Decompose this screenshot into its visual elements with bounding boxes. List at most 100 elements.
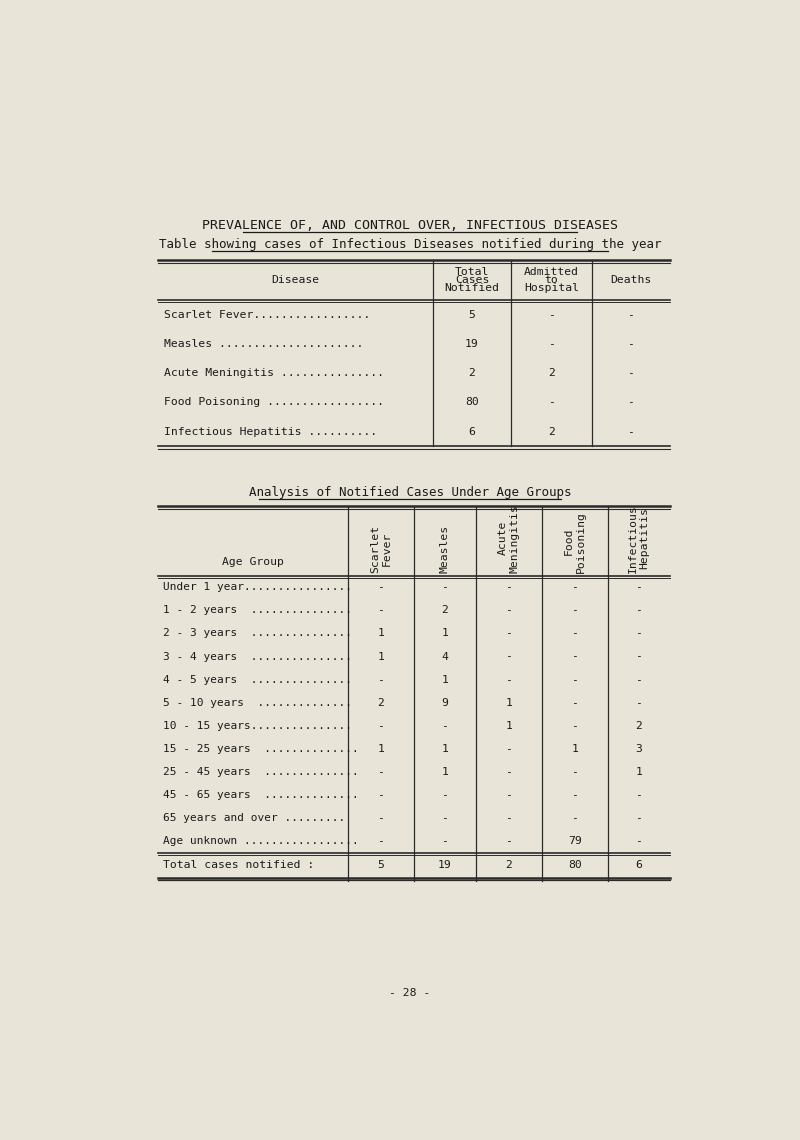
Text: -: - bbox=[635, 583, 642, 593]
Text: -: - bbox=[378, 720, 384, 731]
Text: 1: 1 bbox=[442, 744, 448, 754]
Text: Under 1 year................: Under 1 year................ bbox=[162, 583, 352, 593]
Text: Acute
Meningitis: Acute Meningitis bbox=[498, 504, 520, 572]
Text: -: - bbox=[506, 767, 512, 777]
Text: 2: 2 bbox=[378, 698, 384, 708]
Text: Table showing cases of Infectious Diseases notified during the year: Table showing cases of Infectious Diseas… bbox=[158, 238, 662, 251]
Text: -: - bbox=[378, 767, 384, 777]
Text: Analysis of Notified Cases Under Age Groups: Analysis of Notified Cases Under Age Gro… bbox=[249, 486, 571, 499]
Text: 9: 9 bbox=[442, 698, 448, 708]
Text: Age unknown .................: Age unknown ................. bbox=[162, 837, 358, 846]
Text: -: - bbox=[635, 837, 642, 846]
Text: 1: 1 bbox=[571, 744, 578, 754]
Text: -: - bbox=[378, 605, 384, 616]
Text: -: - bbox=[635, 790, 642, 800]
Text: -: - bbox=[378, 790, 384, 800]
Text: Disease: Disease bbox=[272, 275, 320, 285]
Text: 80: 80 bbox=[465, 398, 479, 407]
Text: -: - bbox=[635, 652, 642, 661]
Text: 25 - 45 years  ..............: 25 - 45 years .............. bbox=[162, 767, 358, 777]
Text: -: - bbox=[378, 675, 384, 685]
Text: 19: 19 bbox=[465, 339, 479, 349]
Text: -: - bbox=[506, 813, 512, 823]
Text: Scarlet Fever.................: Scarlet Fever................. bbox=[164, 310, 370, 319]
Text: -: - bbox=[571, 720, 578, 731]
Text: -: - bbox=[378, 583, 384, 593]
Text: 2: 2 bbox=[442, 605, 448, 616]
Text: PREVALENCE OF, AND CONTROL OVER, INFECTIOUS DISEASES: PREVALENCE OF, AND CONTROL OVER, INFECTI… bbox=[202, 219, 618, 231]
Text: 1 - 2 years  ...............: 1 - 2 years ............... bbox=[162, 605, 352, 616]
Text: 80: 80 bbox=[568, 861, 582, 870]
Text: 3 - 4 years  ...............: 3 - 4 years ............... bbox=[162, 652, 352, 661]
Text: 79: 79 bbox=[568, 837, 582, 846]
Text: 5: 5 bbox=[378, 861, 384, 870]
Text: 6: 6 bbox=[469, 426, 475, 437]
Text: 4: 4 bbox=[442, 652, 448, 661]
Text: -: - bbox=[548, 310, 555, 319]
Text: 1: 1 bbox=[378, 628, 384, 638]
Text: -: - bbox=[548, 398, 555, 407]
Text: -: - bbox=[571, 628, 578, 638]
Text: 2: 2 bbox=[548, 426, 555, 437]
Text: Total: Total bbox=[455, 267, 489, 277]
Text: 1: 1 bbox=[378, 744, 384, 754]
Text: -: - bbox=[442, 720, 448, 731]
Text: Deaths: Deaths bbox=[610, 275, 651, 285]
Text: -: - bbox=[627, 368, 634, 378]
Text: Hospital: Hospital bbox=[524, 284, 579, 293]
Text: -: - bbox=[627, 398, 634, 407]
Text: 5 - 10 years  ..............: 5 - 10 years .............. bbox=[162, 698, 352, 708]
Text: -: - bbox=[378, 837, 384, 846]
Text: 19: 19 bbox=[438, 861, 452, 870]
Text: -: - bbox=[442, 790, 448, 800]
Text: -: - bbox=[627, 310, 634, 319]
Text: -: - bbox=[571, 675, 578, 685]
Text: -: - bbox=[635, 813, 642, 823]
Text: 15 - 25 years  ..............: 15 - 25 years .............. bbox=[162, 744, 358, 754]
Text: 1: 1 bbox=[378, 652, 384, 661]
Text: Infectious
Hepatitis: Infectious Hepatitis bbox=[628, 504, 650, 572]
Text: 6: 6 bbox=[635, 861, 642, 870]
Text: -: - bbox=[506, 605, 512, 616]
Text: Measles .....................: Measles ..................... bbox=[164, 339, 364, 349]
Text: 65 years and over .........: 65 years and over ......... bbox=[162, 813, 345, 823]
Text: -: - bbox=[506, 583, 512, 593]
Text: -: - bbox=[506, 744, 512, 754]
Text: 3: 3 bbox=[635, 744, 642, 754]
Text: -: - bbox=[548, 339, 555, 349]
Text: Acute Meningitis ...............: Acute Meningitis ............... bbox=[164, 368, 384, 378]
Text: Notified: Notified bbox=[445, 284, 499, 293]
Text: -: - bbox=[506, 675, 512, 685]
Text: -: - bbox=[571, 698, 578, 708]
Text: -: - bbox=[627, 339, 634, 349]
Text: -: - bbox=[571, 767, 578, 777]
Text: Food
Poisoning: Food Poisoning bbox=[564, 511, 586, 572]
Text: 2: 2 bbox=[469, 368, 475, 378]
Text: 1: 1 bbox=[635, 767, 642, 777]
Text: -: - bbox=[635, 605, 642, 616]
Text: 1: 1 bbox=[442, 767, 448, 777]
Text: - 28 -: - 28 - bbox=[390, 988, 430, 998]
Text: -: - bbox=[571, 790, 578, 800]
Text: Infectious Hepatitis ..........: Infectious Hepatitis .......... bbox=[164, 426, 378, 437]
Text: -: - bbox=[571, 813, 578, 823]
Text: -: - bbox=[378, 813, 384, 823]
Text: 2 - 3 years  ...............: 2 - 3 years ............... bbox=[162, 628, 352, 638]
Text: -: - bbox=[506, 628, 512, 638]
Text: Cases: Cases bbox=[455, 275, 489, 285]
Text: 2: 2 bbox=[548, 368, 555, 378]
Text: to: to bbox=[545, 275, 558, 285]
Text: Age Group: Age Group bbox=[222, 556, 284, 567]
Text: -: - bbox=[442, 837, 448, 846]
Text: -: - bbox=[635, 675, 642, 685]
Text: -: - bbox=[442, 583, 448, 593]
Text: -: - bbox=[571, 583, 578, 593]
Text: -: - bbox=[506, 837, 512, 846]
Text: Admitted: Admitted bbox=[524, 267, 579, 277]
Text: -: - bbox=[635, 698, 642, 708]
Text: -: - bbox=[506, 652, 512, 661]
Text: 4 - 5 years  ...............: 4 - 5 years ............... bbox=[162, 675, 352, 685]
Text: -: - bbox=[635, 628, 642, 638]
Text: -: - bbox=[571, 652, 578, 661]
Text: 1: 1 bbox=[442, 628, 448, 638]
